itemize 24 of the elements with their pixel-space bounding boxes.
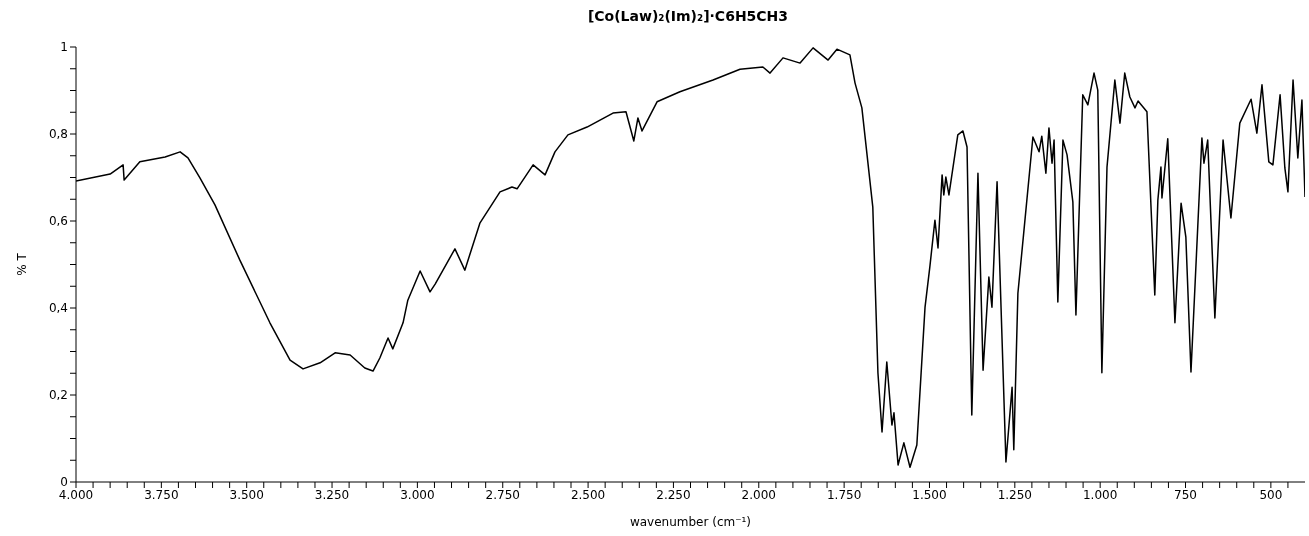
y-tick-label: 0,4 [48,301,68,316]
x-tick-label: 2.500 [570,487,606,502]
x-tick-label: 1.250 [997,487,1032,502]
y-tick-label: 0,6 [48,214,68,229]
x-tick-label: 750 [1174,487,1197,502]
x-tick-label: 500 [1259,487,1283,502]
y-tick-label: 1 [60,40,68,55]
x-tick-label: 2.000 [741,487,776,502]
y-tick-label: 0,8 [48,127,68,142]
chart-title: [Co(Law)₂(Im)₂]·C6H5CH3 [586,8,790,24]
x-tick-label: 1.000 [1082,487,1118,502]
x-tick-label: 3.250 [314,487,350,502]
x-tick-label: 3.500 [229,487,264,502]
x-tick-label: 3.000 [400,487,435,502]
y-tick-label: 0,2 [48,388,68,403]
x-tick-label: 4.000 [58,487,94,502]
x-axis-title: wavenumber (cm⁻¹) [629,515,752,529]
x-tick-label: 1.500 [912,487,947,502]
x-tick-label: 3.750 [144,487,179,502]
y-axis-title: % T [15,252,30,276]
x-tick-label: 1.750 [826,487,862,502]
y-tick-label: 0 [60,475,68,490]
x-tick-label: 2.250 [656,487,691,502]
x-tick-label: 2.750 [485,487,520,502]
